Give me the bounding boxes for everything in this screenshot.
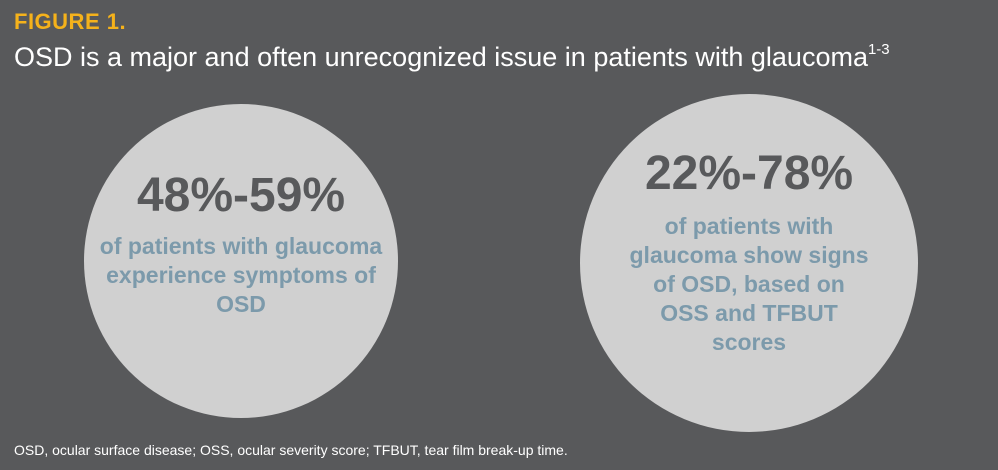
- stat-value: 22%-78%: [644, 147, 854, 200]
- figure-title-text: OSD is a major and often unrecognized is…: [14, 42, 868, 72]
- stat-circle-signs: 22%-78% of patients with glaucoma show s…: [580, 94, 918, 432]
- title-reference-superscript: 1-3: [867, 41, 890, 58]
- figure-label: FIGURE 1.: [14, 9, 127, 34]
- footnote: OSD, ocular surface disease; OSS, ocular…: [14, 442, 568, 458]
- stat-description: of patients with glaucoma show signs of …: [629, 213, 869, 355]
- stat-description: of patients with glaucoma experience sym…: [99, 233, 383, 317]
- stat-value: 48%-59%: [136, 169, 346, 222]
- stat-circle-symptoms: 48%-59% of patients with glaucoma experi…: [84, 104, 398, 418]
- figure-title: OSD is a major and often unrecognized is…: [14, 40, 890, 74]
